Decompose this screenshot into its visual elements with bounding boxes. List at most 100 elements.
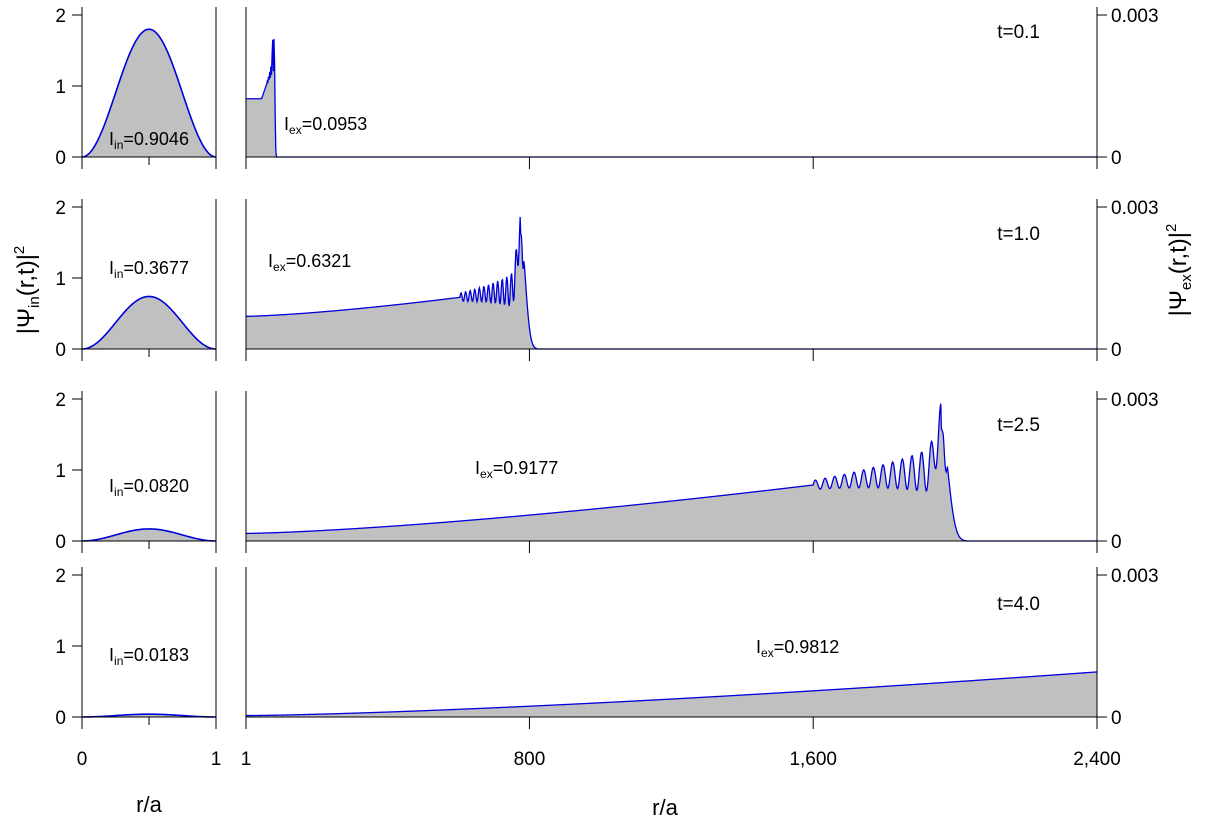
right-y-tick-label: 0.003 (1111, 566, 1159, 587)
outer-x-tick-label: 800 (514, 749, 546, 770)
outer-x-tick-label: 2,400 (1073, 749, 1121, 770)
outer-fill-area (246, 39, 1097, 157)
inner-x-axis-title: r/a (136, 792, 162, 817)
inner-plot: 0 1 2 Iin=0.3677 (55, 198, 217, 361)
inner-curve (82, 713, 216, 718)
outer-fill-area (246, 403, 1097, 541)
time-label: t=4.0 (997, 594, 1040, 615)
left-y-tick-label: 2 (55, 566, 66, 587)
inner-x-tick-label: 1 (211, 749, 222, 770)
inner-integral-label: Iin=0.0820 (109, 476, 189, 499)
outer-curve (246, 671, 1098, 717)
left-y-axis-title-text: |Ψin(r,t)|2 (11, 246, 43, 335)
left-y-tick-label: 2 (55, 390, 66, 411)
outer-integral-symbol: I (268, 251, 273, 271)
outer-integral-label: Iex=0.9177 (475, 458, 558, 481)
inner-integral-symbol: I (109, 129, 114, 149)
outer-x-tick-label: 1,600 (789, 749, 837, 770)
inner-curve (81, 28, 217, 158)
outer-plot: 0 0.003 Iex=0.6321 t=1.0 (245, 198, 1159, 361)
right-ylabel-main: |Ψ (1165, 290, 1192, 316)
left-ylabel-sup: 2 (11, 246, 28, 254)
left-ylabel-sub: in (26, 296, 43, 308)
right-y-axis-title-text: |Ψex(r,t)|2 (1163, 224, 1195, 317)
outer-fill-area (246, 217, 1097, 349)
right-y-tick-label: 0 (1111, 532, 1122, 553)
inner-integral-subscript: in (114, 267, 123, 281)
outer-integral-symbol: I (284, 114, 289, 134)
outer-integral-symbol: I (756, 637, 761, 657)
inner-integral-symbol: I (109, 258, 114, 278)
inner-curve (81, 295, 217, 350)
inner-plot: 0 1 2 Iin=0.0183 (55, 566, 217, 729)
left-ylabel-rest: (r,t)| (13, 254, 40, 296)
outer-integral-label: Iex=0.9812 (756, 637, 839, 660)
left-y-tick-label: 2 (55, 6, 66, 27)
outer-curve (245, 403, 1097, 542)
panel-2: 0 1 2 Iin=0.3677 0 0.003 Iex=0.6321 t=1.0 (55, 198, 1159, 361)
outer-integral-symbol: I (475, 458, 480, 478)
left-y-tick-label: 0 (55, 148, 66, 169)
right-y-tick-label: 0 (1111, 148, 1122, 169)
time-label: t=1.0 (997, 224, 1040, 245)
right-y-tick-label: 0.003 (1111, 198, 1159, 219)
outer-curve (246, 38, 1097, 158)
inner-x-tick-label: 0 (77, 749, 88, 770)
time-label: t=0.1 (997, 22, 1040, 43)
outer-integral-label: Iex=0.6321 (268, 251, 351, 274)
inner-integral-label: Iin=0.3677 (109, 258, 189, 281)
left-y-tick-label: 1 (55, 637, 66, 658)
inner-integral-value: =0.9046 (123, 129, 189, 149)
right-ylabel-sub: ex (1178, 274, 1195, 290)
inner-integral-subscript: in (114, 138, 123, 152)
outer-integral-value: =0.6321 (286, 251, 352, 271)
inner-x-axis-title-text: r/a (136, 792, 162, 817)
panel-1: 0 1 2 Iin=0.9046 0 0.003 Iex=0.0953 t=0.1 (55, 6, 1159, 169)
inner-integral-subscript: in (114, 654, 123, 668)
outer-integral-label: Iex=0.0953 (284, 114, 367, 137)
right-y-tick-label: 0 (1111, 340, 1122, 361)
outer-integral-value: =0.9177 (493, 458, 559, 478)
left-y-tick-label: 2 (55, 198, 66, 219)
right-y-tick-label: 0.003 (1111, 390, 1159, 411)
outer-x-tick-label: 1 (241, 749, 252, 770)
right-ylabel-sup: 2 (1163, 224, 1180, 232)
time-label: t=2.5 (997, 415, 1040, 436)
inner-fill-area (82, 29, 216, 158)
outer-integral-subscript: ex (480, 467, 493, 481)
inner-plot: 0 1 2 Iin=0.9046 (55, 6, 217, 169)
left-y-tick-label: 0 (55, 532, 66, 553)
inner-integral-symbol: I (109, 645, 114, 665)
left-y-axis-title: |Ψin(r,t)|2 (11, 246, 43, 335)
inner-fill-area (82, 296, 216, 349)
outer-x-axis-title: r/a (652, 795, 678, 820)
right-y-tick-label: 0.003 (1111, 6, 1159, 27)
inner-integral-value: =0.0820 (123, 476, 189, 496)
outer-integral-subscript: ex (289, 123, 302, 137)
inner-integral-symbol: I (109, 476, 114, 496)
right-ylabel-rest: (r,t)| (1165, 232, 1192, 274)
left-y-tick-label: 1 (55, 77, 66, 98)
right-y-tick-label: 0 (1111, 708, 1122, 729)
outer-integral-value: =0.9812 (774, 637, 840, 657)
inner-integral-label: Iin=0.0183 (109, 645, 189, 668)
outer-plot: 0 0.003 Iex=0.9177 t=2.5 (245, 390, 1159, 553)
outer-fill-area (246, 671, 1097, 717)
inner-integral-label: Iin=0.9046 (109, 129, 189, 152)
left-y-tick-label: 0 (55, 340, 66, 361)
outer-integral-subscript: ex (273, 260, 286, 274)
left-ylabel-main: |Ψ (13, 308, 40, 334)
outer-x-axis-title-text: r/a (652, 795, 678, 820)
outer-integral-subscript: ex (761, 646, 774, 660)
inner-curve (81, 528, 217, 542)
left-y-tick-label: 1 (55, 269, 66, 290)
left-y-tick-label: 0 (55, 708, 66, 729)
outer-plot: 0 0.003 Iex=0.0953 t=0.1 (245, 6, 1159, 169)
panels: 012Iin=0.904600.003Iex=0.0953t=0.1012Iin… (55, 6, 1158, 770)
panel-3: 0 1 2 Iin=0.0820 0 0.003 Iex=0.9177 t=2.5 (55, 390, 1159, 553)
right-y-axis-title: |Ψex(r,t)|2 (1163, 224, 1195, 317)
inner-integral-value: =0.3677 (123, 258, 189, 278)
outer-plot: 0 0.003 Iex=0.9812 t=4.0 (245, 566, 1159, 729)
